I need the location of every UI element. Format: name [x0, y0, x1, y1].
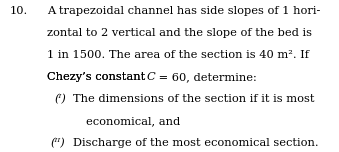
Text: (ᴵᴵ): (ᴵᴵ)	[51, 138, 66, 149]
Text: economical, and: economical, and	[86, 116, 180, 126]
Text: 10.: 10.	[9, 6, 27, 16]
Text: C: C	[146, 72, 155, 82]
Text: Chezy’s constant: Chezy’s constant	[46, 72, 148, 82]
Text: (ᴵ): (ᴵ)	[55, 94, 67, 104]
Text: = 60, determine:: = 60, determine:	[155, 72, 257, 82]
Text: The dimensions of the section if it is most: The dimensions of the section if it is m…	[73, 94, 315, 104]
Text: Chezy’s constant: Chezy’s constant	[46, 72, 148, 82]
Text: A trapezoidal channel has side slopes of 1 hori-: A trapezoidal channel has side slopes of…	[46, 6, 320, 16]
Text: zontal to 2 vertical and the slope of the bed is: zontal to 2 vertical and the slope of th…	[46, 28, 312, 38]
Text: 1 in 1500. The area of the section is 40 m². If: 1 in 1500. The area of the section is 40…	[46, 50, 308, 60]
Text: Discharge of the most economical section.: Discharge of the most economical section…	[73, 138, 319, 148]
